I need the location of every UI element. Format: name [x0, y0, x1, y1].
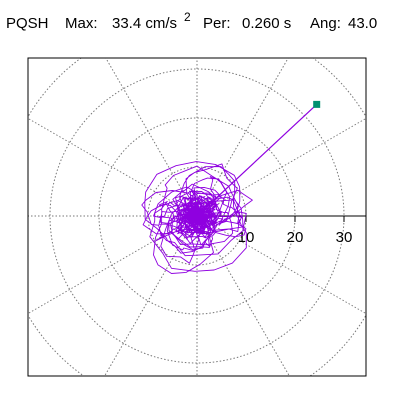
radial-tick-label: 30: [336, 229, 353, 246]
plot-frame: [27, 57, 367, 377]
grid-spoke: [105, 58, 198, 217]
grid-spoke: [196, 58, 289, 217]
angle-label: Ang:: [310, 15, 341, 32]
grid-spoke: [196, 215, 290, 376]
header-bar: PQSH Max: 33.4 cm/s 2 Per: 0.260 s Ang: …: [0, 0, 400, 40]
radial-tick-label: 20: [287, 229, 304, 246]
max-value: 33.4 cm/s: [112, 15, 178, 32]
grid-spoke: [196, 117, 366, 217]
period-value: 0.260 s: [242, 15, 292, 32]
grid-spoke: [28, 215, 198, 315]
max-direction: [196, 100, 321, 217]
particle-trace: [141, 161, 253, 274]
angle-value: 43.0: [348, 15, 378, 32]
period-label: Per:: [203, 15, 231, 32]
grid-spoke: [28, 117, 198, 217]
particle-trace-path: [141, 161, 253, 274]
max-point-marker: [313, 100, 321, 108]
grid-spoke: [196, 215, 366, 315]
station-code: PQSH: [6, 15, 49, 32]
max-label: Max:: [65, 15, 98, 32]
max-direction-line: [196, 103, 318, 217]
max-unit-exponent: 2: [184, 10, 191, 24]
